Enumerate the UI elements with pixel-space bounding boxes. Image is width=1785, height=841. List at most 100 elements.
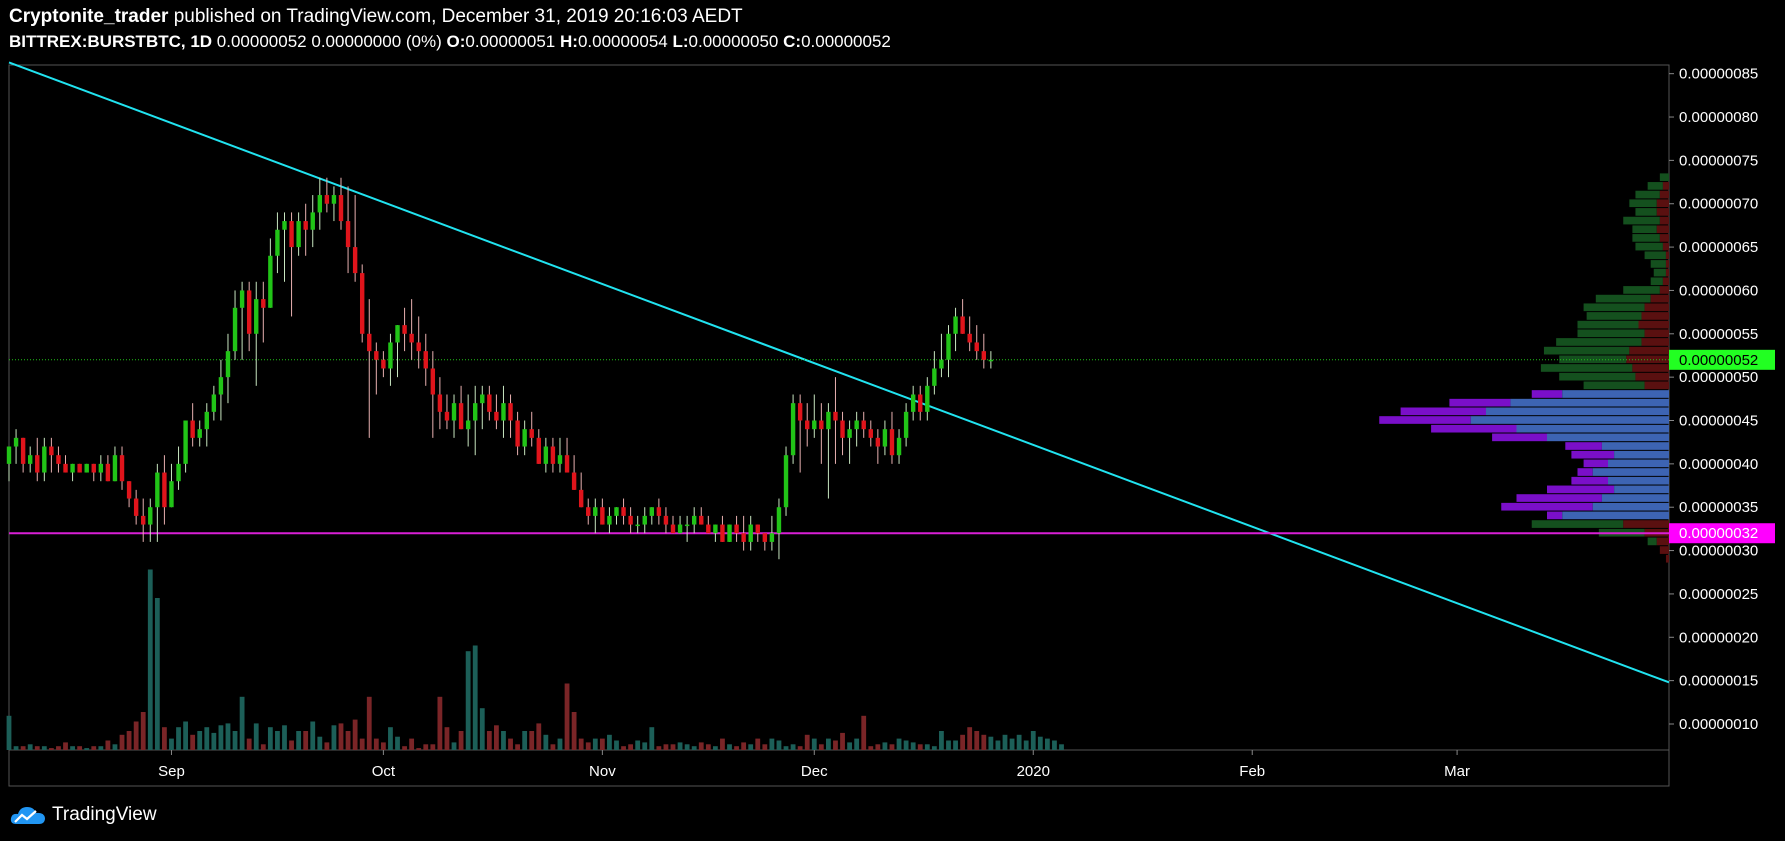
volume-bar [522,731,528,750]
candle-body [480,394,485,404]
tradingview-cloud-icon [10,807,45,824]
candle-body [190,420,195,438]
volume-profile-bar [1577,320,1639,329]
volume-bar [826,738,831,750]
volume-bar [388,727,393,750]
candle-body [826,411,831,430]
candle-body [564,455,570,473]
candle-body [246,290,252,334]
candle-body [706,524,711,534]
volume-profile-bar [1601,442,1669,450]
candle-body [148,507,153,525]
candle-body [444,411,450,421]
volume-bar [239,696,245,750]
candle-body [105,463,111,482]
volume-profile-bar [1656,537,1669,546]
volume-bar [861,715,867,750]
volume-bar [169,738,174,750]
volume-profile-bar [1635,242,1663,251]
volume-bar [63,742,68,750]
volume-profile-bar [1641,338,1669,346]
volume-profile-bar [1656,225,1669,234]
candle-body [42,446,47,473]
candle-body [536,437,541,464]
price-tick-label: 0.00000030 [1679,543,1758,560]
symbol-name[interactable]: BITTREX:BURSTBTC, 1D [9,32,213,51]
volume-bar [6,715,12,750]
volume-bar [508,738,513,750]
candle-body [63,463,68,473]
volume-bar [41,746,47,750]
volume-bar [981,734,987,750]
volume-profile-bar [1486,407,1669,416]
volume-bar [1052,740,1057,750]
candle-body [805,420,810,430]
trendline[interactable] [8,61,1670,684]
candle-body [578,489,584,508]
author-name[interactable]: Cryptonite_trader [9,6,169,27]
candle-body [324,195,330,204]
volume-profile-bar [1559,372,1636,381]
candle-body [133,498,139,516]
volume-bar [1023,740,1029,750]
volume-bar [585,742,591,750]
volume-bar [402,746,407,750]
volume-profile-bar [1659,173,1669,182]
volume-bar [868,746,874,750]
candle-body [713,524,718,534]
volume-profile-bar [1431,424,1517,433]
volume-bar [748,744,754,750]
last-price-tag: 0.00000052 [1679,352,1758,369]
candle-body [720,524,725,542]
volume-bar [755,738,761,750]
support-price-tag: 0.00000032 [1679,525,1758,542]
candle-body [211,394,217,412]
candle-body [762,533,768,542]
volume-bar [112,744,118,750]
volume-profile-bar [1586,312,1642,320]
candle-body [593,507,598,516]
volume-bar [126,731,132,750]
candle-body [20,437,26,464]
volume-profile-bar [1629,346,1669,355]
volume-bar [840,732,845,750]
volume-bar [77,746,83,750]
volume-profile-bar [1635,208,1657,216]
candle-body [35,455,40,473]
volume-bar [13,746,19,750]
candle-body [925,385,930,412]
volume-bar [1044,738,1050,750]
volume-profile-bar [1379,416,1471,424]
candle-body [797,403,803,421]
volume-bar [119,734,125,750]
candle-body [296,221,301,248]
last-price-tag-bg [1669,349,1775,370]
candle-body [635,524,640,527]
volume-profile-bar [1659,190,1669,199]
time-tick-label: Feb [1239,763,1265,780]
time-tick-label: 2020 [1017,763,1050,780]
candle-body [699,515,704,525]
volume-profile-bar [1659,546,1669,554]
volume-bar [578,738,584,750]
candle-body [345,221,351,248]
candle-body [896,437,902,456]
time-tick-label: Dec [801,763,828,780]
volume-bar [712,746,718,750]
volume-profile-bar [1449,398,1511,407]
volume-bar [289,740,294,750]
volume-bar [946,740,951,750]
volume-bar [260,744,266,750]
candle-body [981,351,987,360]
volume-profile-bar [1662,277,1669,286]
volume-bar [34,746,40,750]
candle-body [119,455,125,482]
volume-bar [204,727,210,750]
candle-body [741,533,746,542]
tradingview-logo[interactable]: TradingView [10,801,157,829]
price-tick-label: 0.00000060 [1679,282,1758,299]
candle-body [889,429,895,456]
candle-body [861,420,866,430]
volume-bar [338,723,344,750]
